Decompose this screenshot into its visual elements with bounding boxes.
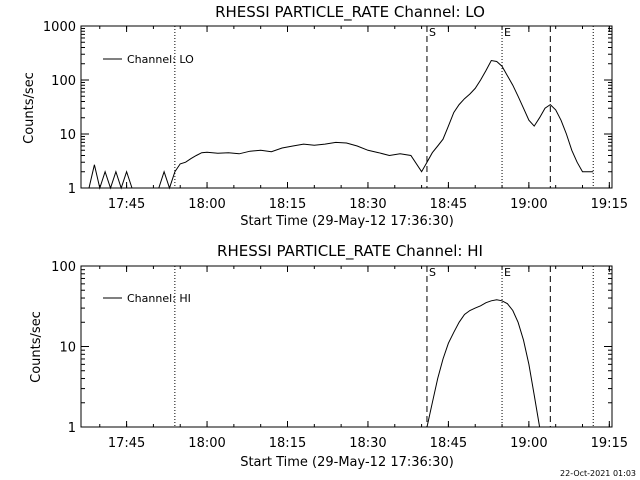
lo-legend-label: Channel: LO (127, 53, 194, 66)
lo-y-tick-label: 1000 (43, 20, 76, 35)
lo-x-tick-label: 18:15 (269, 197, 306, 212)
hi-chart-title: RHESSI PARTICLE_RATE Channel: HI (217, 242, 483, 261)
hi-x-tick-label: 19:15 (591, 436, 628, 451)
lo-y-axis-label: Counts/sec (22, 72, 37, 144)
hi-x-tick-label: 18:45 (430, 436, 467, 451)
hi-series-line (426, 299, 541, 428)
lo-marker-label: E (504, 26, 511, 39)
hi-y-tick-label: 1 (68, 421, 76, 436)
lo-x-tick-label: 19:15 (591, 197, 628, 212)
lo-y-tick-label: 10 (59, 128, 76, 143)
hi-legend: Channel: HI (103, 292, 191, 305)
hi-x-tick-label: 18:15 (269, 436, 306, 451)
lo-y-tick-label: 100 (51, 74, 76, 89)
lo-chart-title: RHESSI PARTICLE_RATE Channel: LO (215, 3, 485, 22)
hi-x-axis-label: Start Time (29-May-12 17:36:30) (240, 455, 454, 470)
lo-y-tick-label: 1 (68, 182, 76, 197)
lo-plot-frame (80, 25, 613, 189)
lo-x-tick-label: 18:45 (430, 197, 467, 212)
hi-marker-label: E (504, 266, 511, 279)
lo-x-tick-label: 17:45 (108, 197, 145, 212)
lo-series-line (88, 59, 594, 190)
hi-channel-chart: RHESSI PARTICLE_RATE Channel: HI Start T… (29, 242, 628, 470)
hi-x-tick-label: 19:00 (510, 436, 547, 451)
lo-legend: Channel: LO (103, 53, 194, 66)
lo-x-axis-label: Start Time (29-May-12 17:36:30) (240, 214, 454, 229)
hi-y-tick-label: 100 (51, 260, 76, 275)
lo-channel-chart: RHESSI PARTICLE_RATE Channel: LO Start T… (22, 3, 628, 229)
hi-x-tick-label: 18:00 (188, 436, 225, 451)
hi-x-tick-label: 17:45 (108, 436, 145, 451)
hi-y-axis-label: Counts/sec (29, 311, 44, 383)
hi-marker-label: S (429, 266, 436, 279)
hi-plot-frame (80, 265, 613, 428)
hi-legend-label: Channel: HI (127, 292, 191, 305)
lo-x-tick-label: 19:00 (510, 197, 547, 212)
lo-marker-label: S (429, 26, 436, 39)
lo-x-tick-label: 18:00 (188, 197, 225, 212)
lo-x-tick-label: 18:30 (349, 197, 386, 212)
generation-timestamp: 22-Oct-2021 01:03 (560, 469, 636, 478)
hi-x-tick-label: 18:30 (349, 436, 386, 451)
hi-y-tick-label: 10 (59, 341, 76, 356)
